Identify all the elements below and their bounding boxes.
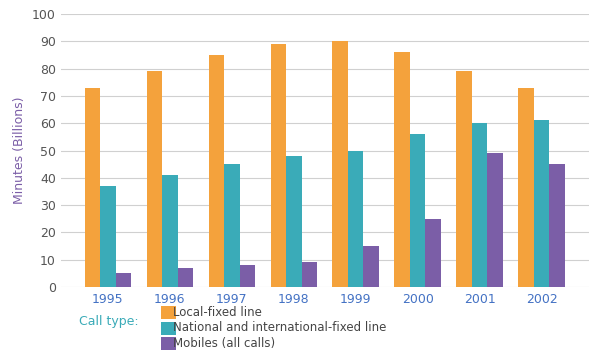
Bar <box>209 55 224 287</box>
Text: Local-fixed line: Local-fixed line <box>173 306 262 319</box>
Bar <box>472 123 487 287</box>
Bar <box>271 44 286 287</box>
Bar <box>410 134 426 287</box>
Y-axis label: Minutes (Billions): Minutes (Billions) <box>13 97 27 204</box>
Bar <box>85 88 100 287</box>
Bar <box>286 156 302 287</box>
Text: Mobiles (all calls): Mobiles (all calls) <box>173 337 275 350</box>
Text: Call type:: Call type: <box>79 315 138 328</box>
Bar <box>162 175 178 287</box>
Bar <box>348 150 364 287</box>
Bar <box>100 186 116 287</box>
Bar <box>224 164 240 287</box>
Bar <box>147 71 162 287</box>
Bar <box>487 153 503 287</box>
Bar <box>240 265 255 287</box>
Bar <box>456 71 472 287</box>
Bar <box>178 268 193 287</box>
Bar <box>395 52 410 287</box>
Bar <box>534 120 549 287</box>
Bar <box>549 164 565 287</box>
Bar <box>116 273 131 287</box>
Text: National and international-fixed line: National and international-fixed line <box>173 321 387 335</box>
Bar <box>364 246 379 287</box>
Bar <box>302 262 317 287</box>
Bar <box>333 41 348 287</box>
Bar <box>518 88 534 287</box>
Bar <box>426 219 441 287</box>
